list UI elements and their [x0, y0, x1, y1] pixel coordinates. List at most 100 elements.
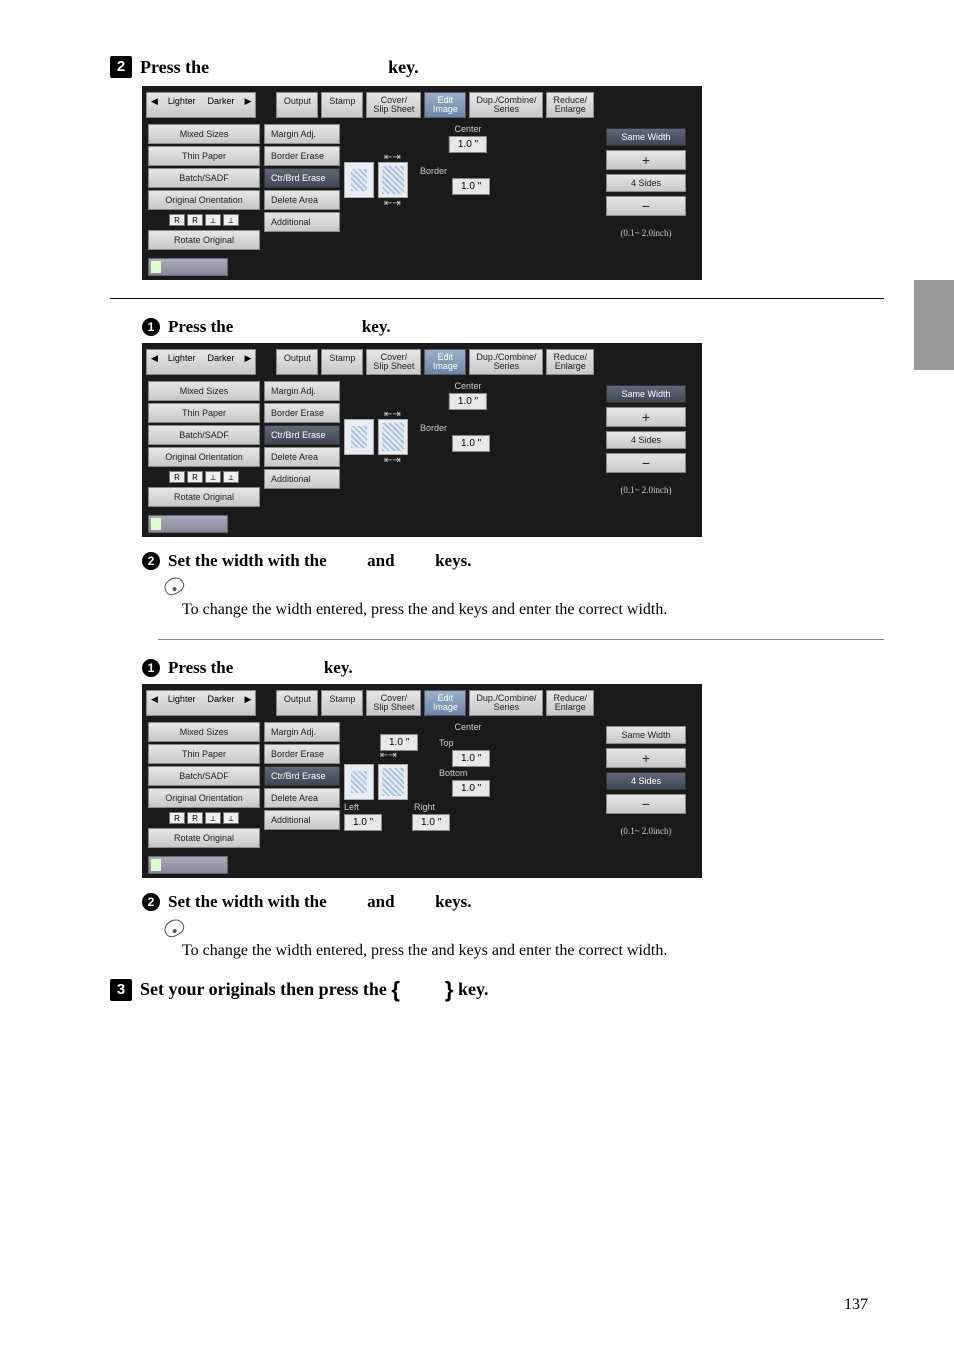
center-area: Center 1.0 " ⇤⇥ Border 1.0 " ⇤⇥: [344, 124, 592, 250]
stamp-button[interactable]: Stamp: [321, 92, 363, 118]
rotate-button[interactable]: Rotate Original: [148, 828, 260, 848]
bottom-value[interactable]: 1.0 ": [452, 780, 490, 797]
center-value[interactable]: 1.0 ": [449, 136, 487, 153]
edit-button[interactable]: Edit Image: [424, 349, 466, 375]
delete-area-button[interactable]: Delete Area: [264, 447, 340, 467]
border-erase-button[interactable]: Border Erase: [264, 744, 340, 764]
cover-button[interactable]: Cover/ Slip Sheet: [366, 690, 421, 716]
sub-text: Set the width with the and keys.: [168, 551, 471, 570]
reduce-button[interactable]: Reduce/ Enlarge: [546, 92, 594, 118]
rotate-button[interactable]: Rotate Original: [148, 487, 260, 507]
left-label: Left: [344, 802, 359, 812]
step-2: 2 Press the key.: [110, 56, 884, 78]
darker-label: Darker: [201, 691, 240, 715]
margin-adj-button[interactable]: Margin Adj.: [264, 722, 340, 742]
edit-button[interactable]: Edit Image: [424, 92, 466, 118]
border-value[interactable]: 1.0 ": [452, 435, 490, 452]
thin-paper-button[interactable]: Thin Paper: [148, 146, 260, 166]
output-button[interactable]: Output: [276, 92, 318, 118]
thin-paper-button[interactable]: Thin Paper: [148, 744, 260, 764]
additional-button[interactable]: Additional: [264, 212, 340, 232]
batch-sadf-button[interactable]: Batch/SADF: [148, 168, 260, 188]
minus-button[interactable]: −: [606, 794, 686, 814]
ctr-brd-erase-button[interactable]: Ctr/Brd Erase: [264, 168, 340, 188]
reduce-button[interactable]: Reduce/ Enlarge: [546, 349, 594, 375]
output-button[interactable]: Output: [276, 690, 318, 716]
lighter-darker[interactable]: ◀ Lighter Darker ▶: [146, 349, 256, 375]
same-width-button[interactable]: Same Width: [606, 385, 686, 403]
right-column: Same Width + 4 Sides − (0.1~ 2.0inch): [596, 381, 696, 507]
sub-tail: keys.: [435, 551, 471, 570]
mixed-sizes-button[interactable]: Mixed Sizes: [148, 124, 260, 144]
margin-adj-button[interactable]: Margin Adj.: [264, 381, 340, 401]
top-value[interactable]: 1.0 ": [452, 750, 490, 767]
orientation-button[interactable]: Original Orientation: [148, 788, 260, 808]
left-arrow-icon: ◀: [147, 350, 162, 374]
orientation-icons: R R ⟂ ⟂: [148, 810, 260, 826]
delete-area-button[interactable]: Delete Area: [264, 190, 340, 210]
margin-adj-button[interactable]: Margin Adj.: [264, 124, 340, 144]
four-sides-button[interactable]: 4 Sides: [606, 431, 686, 449]
center-value[interactable]: 1.0 ": [449, 393, 487, 410]
bottom-label: Bottom: [439, 768, 468, 778]
cover-button[interactable]: Cover/ Slip Sheet: [366, 349, 421, 375]
step-lead: Press the: [140, 57, 209, 77]
output-button[interactable]: Output: [276, 349, 318, 375]
sub-number: 1: [142, 318, 160, 336]
lighter-darker[interactable]: ◀ Lighter Darker ▶: [146, 690, 256, 716]
minus-button[interactable]: −: [606, 196, 686, 216]
stamp-button[interactable]: Stamp: [321, 349, 363, 375]
dup-button[interactable]: Dup./Combine/ Series: [469, 92, 543, 118]
range-label: (0.1~ 2.0inch): [620, 485, 671, 495]
edit-button[interactable]: Edit Image: [424, 690, 466, 716]
cover-button[interactable]: Cover/ Slip Sheet: [366, 92, 421, 118]
center-value[interactable]: 1.0 ": [380, 734, 418, 751]
same-width-button[interactable]: Same Width: [606, 128, 686, 146]
left-arrow-icon: ◀: [147, 691, 162, 715]
arrow-icon: ⇤⇥: [380, 750, 397, 761]
divider: [158, 639, 884, 640]
same-width-button[interactable]: Same Width: [606, 726, 686, 744]
delete-area-button[interactable]: Delete Area: [264, 788, 340, 808]
stamp-button[interactable]: Stamp: [321, 690, 363, 716]
border-erase-button[interactable]: Border Erase: [264, 146, 340, 166]
border-value[interactable]: 1.0 ": [452, 178, 490, 195]
ctr-brd-erase-button[interactable]: Ctr/Brd Erase: [264, 766, 340, 786]
mixed-sizes-button[interactable]: Mixed Sizes: [148, 381, 260, 401]
panel-toolbar: ◀ Lighter Darker ▶ Output Stamp Cover/ S…: [146, 347, 698, 379]
batch-sadf-button[interactable]: Batch/SADF: [148, 425, 260, 445]
batch-sadf-button[interactable]: Batch/SADF: [148, 766, 260, 786]
orientation-button[interactable]: Original Orientation: [148, 447, 260, 467]
rotate-button[interactable]: Rotate Original: [148, 230, 260, 250]
ctr-brd-erase-button[interactable]: Ctr/Brd Erase: [264, 425, 340, 445]
step-number: 3: [110, 979, 132, 1001]
thin-paper-button[interactable]: Thin Paper: [148, 403, 260, 423]
reduce-button[interactable]: Reduce/ Enlarge: [546, 690, 594, 716]
lighter-darker[interactable]: ◀ Lighter Darker ▶: [146, 92, 256, 118]
sub-mid: and: [367, 892, 394, 911]
dup-button[interactable]: Dup./Combine/ Series: [469, 349, 543, 375]
additional-button[interactable]: Additional: [264, 810, 340, 830]
additional-button[interactable]: Additional: [264, 469, 340, 489]
four-sides-button[interactable]: 4 Sides: [606, 174, 686, 192]
step-text: Set your originals then press the { } ke…: [140, 979, 489, 999]
minus-button[interactable]: −: [606, 453, 686, 473]
left-value[interactable]: 1.0 ": [344, 814, 382, 831]
four-sides-button[interactable]: 4 Sides: [606, 772, 686, 790]
mixed-sizes-button[interactable]: Mixed Sizes: [148, 722, 260, 742]
panel-toolbar: ◀ Lighter Darker ▶ Output Stamp Cover/ S…: [146, 688, 698, 720]
plus-button[interactable]: +: [606, 150, 686, 170]
panel-body: Mixed Sizes Thin Paper Batch/SADF Origin…: [146, 122, 698, 254]
right-value[interactable]: 1.0 ": [412, 814, 450, 831]
right-arrow-icon: ▶: [240, 93, 255, 117]
lighter-label: Lighter: [162, 93, 202, 117]
sub-lead: Set the width with the: [168, 892, 327, 911]
orientation-button[interactable]: Original Orientation: [148, 190, 260, 210]
plus-button[interactable]: +: [606, 407, 686, 427]
sub-tail: key.: [324, 658, 353, 677]
plus-button[interactable]: +: [606, 748, 686, 768]
arrow2-icon: ⇤⇥: [384, 455, 401, 466]
dup-button[interactable]: Dup./Combine/ Series: [469, 690, 543, 716]
border-erase-button[interactable]: Border Erase: [264, 403, 340, 423]
sub-lead: Press the: [168, 658, 233, 677]
